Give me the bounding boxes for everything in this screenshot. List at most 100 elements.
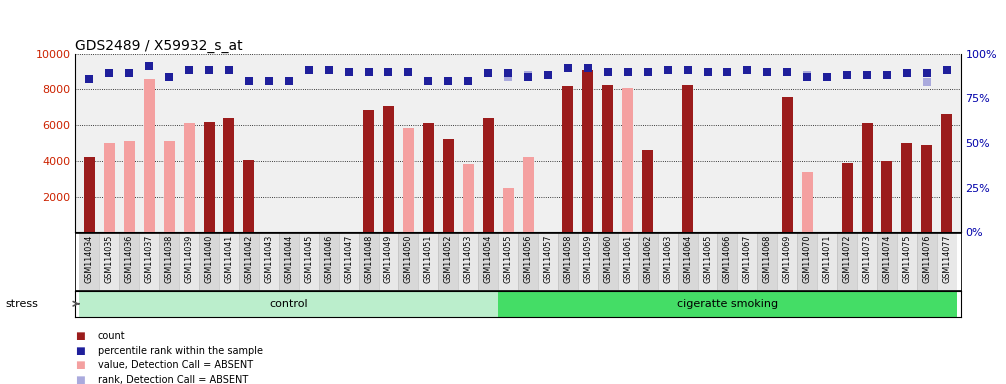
Point bbox=[799, 74, 815, 80]
Point bbox=[240, 78, 257, 84]
Bar bbox=[901, 143, 912, 232]
Text: GSM114044: GSM114044 bbox=[285, 235, 294, 283]
Bar bbox=[179, 233, 199, 290]
Point bbox=[301, 67, 317, 73]
Point bbox=[520, 74, 536, 80]
Bar bbox=[144, 79, 155, 232]
Point bbox=[839, 72, 855, 78]
Point bbox=[380, 68, 396, 74]
Text: GSM114064: GSM114064 bbox=[683, 235, 692, 283]
Bar bbox=[463, 164, 474, 232]
Text: GSM114065: GSM114065 bbox=[703, 235, 712, 283]
Bar bbox=[881, 161, 892, 232]
Bar bbox=[239, 233, 259, 290]
Point bbox=[859, 72, 875, 78]
Bar bbox=[503, 188, 514, 232]
Bar bbox=[797, 233, 817, 290]
Bar bbox=[921, 145, 933, 232]
Point bbox=[281, 78, 297, 84]
Text: GSM114070: GSM114070 bbox=[803, 235, 812, 283]
Point bbox=[799, 72, 815, 78]
Text: ■: ■ bbox=[75, 360, 86, 370]
Text: stress: stress bbox=[5, 299, 38, 309]
Text: GSM114077: GSM114077 bbox=[943, 235, 952, 283]
Bar bbox=[120, 233, 139, 290]
Bar bbox=[582, 70, 594, 232]
Text: GSM114053: GSM114053 bbox=[464, 235, 473, 283]
Point bbox=[500, 74, 516, 80]
Point bbox=[640, 68, 656, 74]
Bar bbox=[259, 233, 279, 290]
Bar bbox=[339, 233, 358, 290]
Bar bbox=[299, 233, 319, 290]
Bar bbox=[877, 233, 897, 290]
Bar bbox=[782, 97, 793, 232]
Point bbox=[500, 70, 516, 76]
Point bbox=[898, 70, 914, 76]
Bar bbox=[164, 141, 175, 232]
Point bbox=[560, 65, 576, 71]
Bar bbox=[817, 233, 837, 290]
Bar bbox=[403, 128, 413, 232]
Bar bbox=[418, 233, 439, 290]
Text: GSM114041: GSM114041 bbox=[224, 235, 233, 283]
Text: GSM114073: GSM114073 bbox=[862, 235, 871, 283]
Point bbox=[321, 67, 337, 73]
Bar bbox=[498, 233, 518, 290]
Point bbox=[360, 68, 376, 74]
Bar bbox=[498, 291, 957, 317]
Bar bbox=[937, 233, 957, 290]
Text: GSM114068: GSM114068 bbox=[763, 235, 772, 283]
Point bbox=[918, 70, 935, 76]
Point bbox=[879, 72, 895, 78]
Text: GSM114072: GSM114072 bbox=[843, 235, 852, 283]
Bar bbox=[79, 291, 498, 317]
Bar bbox=[363, 110, 374, 232]
Bar bbox=[842, 163, 852, 232]
Bar bbox=[378, 233, 398, 290]
Text: GSM114037: GSM114037 bbox=[145, 235, 154, 283]
Text: GSM114039: GSM114039 bbox=[184, 235, 193, 283]
Bar bbox=[203, 122, 214, 232]
Point bbox=[341, 68, 357, 74]
Text: GSM114063: GSM114063 bbox=[663, 235, 672, 283]
Text: GSM114036: GSM114036 bbox=[125, 235, 134, 283]
Text: GSM114059: GSM114059 bbox=[583, 235, 593, 283]
Bar bbox=[439, 233, 459, 290]
Bar bbox=[483, 118, 494, 232]
Text: GSM114060: GSM114060 bbox=[604, 235, 613, 283]
Bar bbox=[697, 233, 717, 290]
Bar bbox=[618, 233, 638, 290]
Bar bbox=[199, 233, 219, 290]
Bar bbox=[623, 88, 633, 232]
Point bbox=[161, 74, 177, 80]
Bar bbox=[398, 233, 418, 290]
Bar bbox=[942, 114, 953, 232]
Text: GSM114054: GSM114054 bbox=[484, 235, 493, 283]
Bar bbox=[598, 233, 618, 290]
Text: GSM114052: GSM114052 bbox=[444, 235, 453, 283]
Point bbox=[739, 67, 756, 73]
Text: GSM114058: GSM114058 bbox=[563, 235, 572, 283]
Text: GSM114040: GSM114040 bbox=[204, 235, 213, 283]
Bar bbox=[279, 233, 299, 290]
Point bbox=[261, 78, 277, 84]
Point bbox=[221, 67, 237, 73]
Text: GSM114055: GSM114055 bbox=[504, 235, 513, 283]
Point bbox=[441, 78, 457, 84]
Bar bbox=[642, 150, 653, 232]
Point bbox=[421, 78, 437, 84]
Point bbox=[201, 67, 217, 73]
Bar bbox=[518, 233, 538, 290]
Text: ■: ■ bbox=[75, 375, 86, 384]
Point bbox=[540, 72, 556, 78]
Text: GSM114046: GSM114046 bbox=[324, 235, 333, 283]
Bar bbox=[658, 233, 678, 290]
Bar bbox=[682, 85, 693, 232]
Bar bbox=[897, 233, 916, 290]
Text: GSM114034: GSM114034 bbox=[85, 235, 94, 283]
Point bbox=[760, 68, 776, 74]
Text: percentile rank within the sample: percentile rank within the sample bbox=[98, 346, 263, 356]
Text: ■: ■ bbox=[75, 346, 86, 356]
Point bbox=[141, 63, 157, 70]
